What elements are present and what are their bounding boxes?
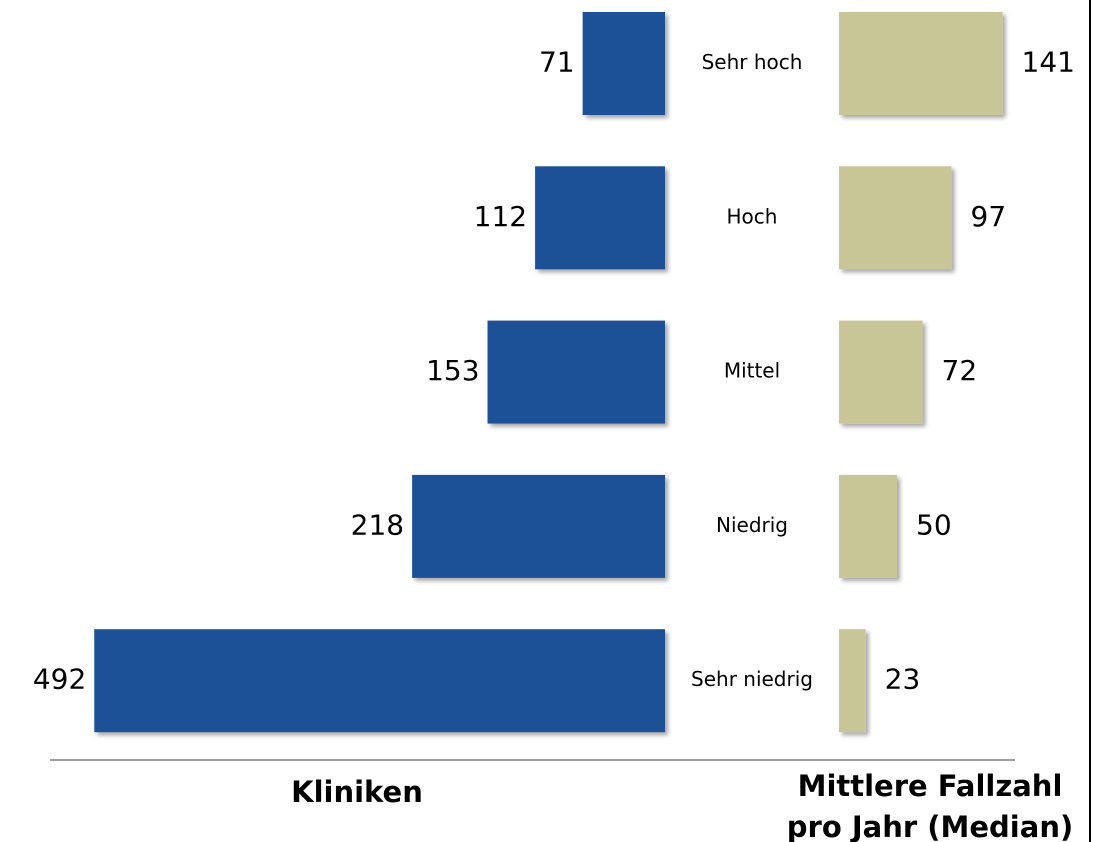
value-label: 23 <box>885 663 921 696</box>
bar <box>487 320 665 424</box>
value-label: 141 <box>1022 46 1075 79</box>
value-label: 71 <box>539 46 575 79</box>
category-label: Sehr hoch <box>702 50 803 74</box>
value-label: 153 <box>426 354 479 387</box>
bar <box>412 474 665 578</box>
bar <box>839 474 897 578</box>
bar <box>839 12 1003 115</box>
series-label: Mittlere Fallzahl pro Jahr (Median) <box>786 769 1074 842</box>
value-label: 72 <box>942 354 978 387</box>
bar <box>94 629 665 733</box>
category-label: Sehr niedrig <box>691 667 813 691</box>
value-label: 112 <box>474 200 527 233</box>
value-label: 97 <box>971 200 1007 233</box>
bar <box>839 629 866 733</box>
category-label: Niedrig <box>716 513 788 537</box>
bar <box>839 166 952 270</box>
bar <box>582 12 665 115</box>
bar <box>535 166 665 270</box>
category-label: Mittel <box>724 359 780 383</box>
value-label: 218 <box>351 508 404 541</box>
category-label: Hoch <box>727 204 778 228</box>
bar <box>839 320 923 424</box>
value-label: 50 <box>916 508 952 541</box>
value-label: 492 <box>33 663 86 696</box>
series-label: Kliniken <box>291 775 423 809</box>
